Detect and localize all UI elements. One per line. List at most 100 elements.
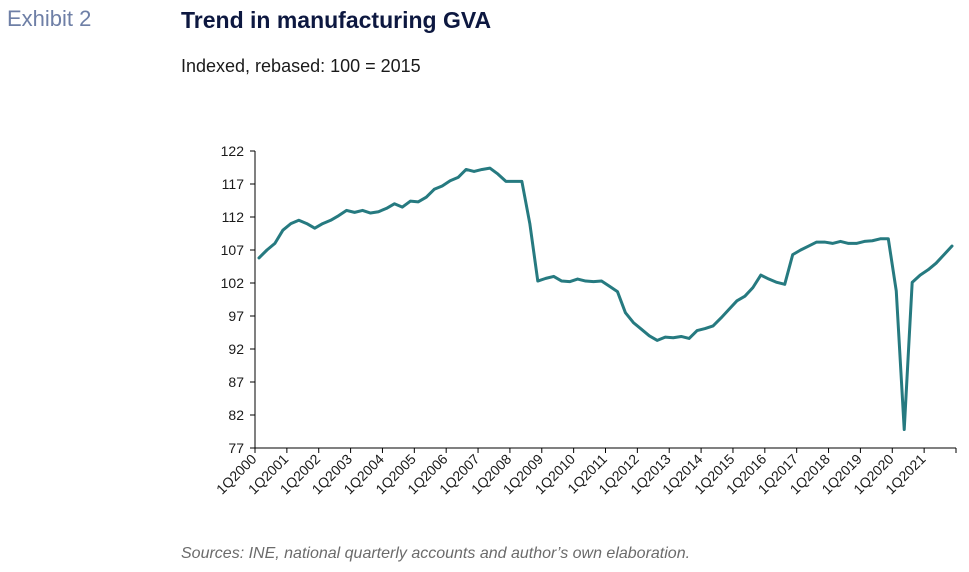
data-point [472,170,476,173]
data-point [839,240,842,243]
data-point [719,316,723,320]
y-tick-label: 92 [228,341,244,357]
exhibit-label: Exhibit 2 [7,6,92,31]
data-point [273,242,277,245]
data-point [616,290,619,293]
series-line [257,166,954,432]
data-point [863,240,866,243]
data-point [281,229,285,232]
data-point [775,281,778,284]
data-point [512,180,516,183]
data-point [345,209,348,212]
y-tick-label: 82 [228,407,244,423]
data-point [361,209,364,212]
data-point [743,295,747,298]
data-point [496,172,500,176]
data-point [488,166,492,170]
data-point [695,329,699,332]
data-point [321,222,324,225]
data-point [735,299,739,303]
y-tick-label: 87 [228,374,244,390]
data-point [464,168,468,171]
data-point [807,244,810,248]
data-point [353,211,356,214]
data-point [879,237,882,240]
data-point [289,222,293,225]
data-point [584,279,587,283]
data-point [552,275,555,278]
y-axis: 77 82 87 92 97 102 107 112 117 122 [221,143,256,456]
y-tick-label: 102 [221,275,245,291]
data-point [679,335,683,338]
data-point [576,277,579,281]
data-point [265,248,269,252]
data-point [887,237,890,240]
data-point [759,273,763,277]
data-point [847,242,850,245]
data-point [592,280,595,283]
data-point [385,207,388,210]
data-point [823,240,826,244]
data-point [918,273,922,277]
data-point [393,202,396,205]
data-point [528,222,532,225]
data-point [409,199,412,203]
data-point [425,196,428,199]
data-point [751,286,755,289]
data-point [329,219,332,222]
data-point [855,242,858,245]
data-point [632,321,635,324]
data-point [783,283,786,286]
data-point [297,219,301,222]
data-point [600,279,603,283]
data-point [313,227,316,230]
data-point [377,210,380,213]
data-point [480,168,484,171]
y-tick-label: 97 [228,308,244,324]
data-point [624,311,627,314]
data-point [337,214,340,217]
data-point [608,285,611,288]
data-point [767,277,771,281]
data-point [369,211,372,215]
data-point [568,280,571,283]
data-point [305,222,308,225]
data-point [791,253,794,256]
chart-title: Trend in manufacturing GVA [181,7,492,33]
data-point [417,200,420,204]
data-point [910,281,914,284]
data-point [672,336,675,339]
data-point [536,279,539,283]
data-point [433,188,436,191]
x-axis: 1Q20001Q20011Q20021Q20031Q20041Q20051Q20… [213,447,957,497]
data-point [895,289,898,293]
y-tick-label: 107 [221,242,245,258]
data-point [448,179,452,182]
data-point [504,180,508,183]
data-point [640,328,643,331]
data-point [799,248,802,252]
data-point [664,335,667,339]
data-point [456,176,460,179]
data-point [520,180,524,183]
data-point [711,324,715,328]
data-point [656,339,659,342]
data-point [871,239,874,242]
source-note: Sources: INE, national quarterly account… [181,545,691,562]
y-tick-label: 112 [222,209,245,225]
data-point [815,240,818,244]
data-point [950,244,954,248]
data-point [648,334,651,337]
data-point [934,262,938,265]
data-point [942,253,946,256]
data-point [401,205,404,209]
data-point [831,242,834,245]
data-point [257,256,261,260]
y-tick-label: 77 [228,440,244,456]
data-point [440,184,444,188]
data-point [687,337,691,340]
chart-subtitle: Indexed, rebased: 100 = 2015 [181,56,421,76]
data-point [544,277,547,280]
data-point [727,308,731,311]
